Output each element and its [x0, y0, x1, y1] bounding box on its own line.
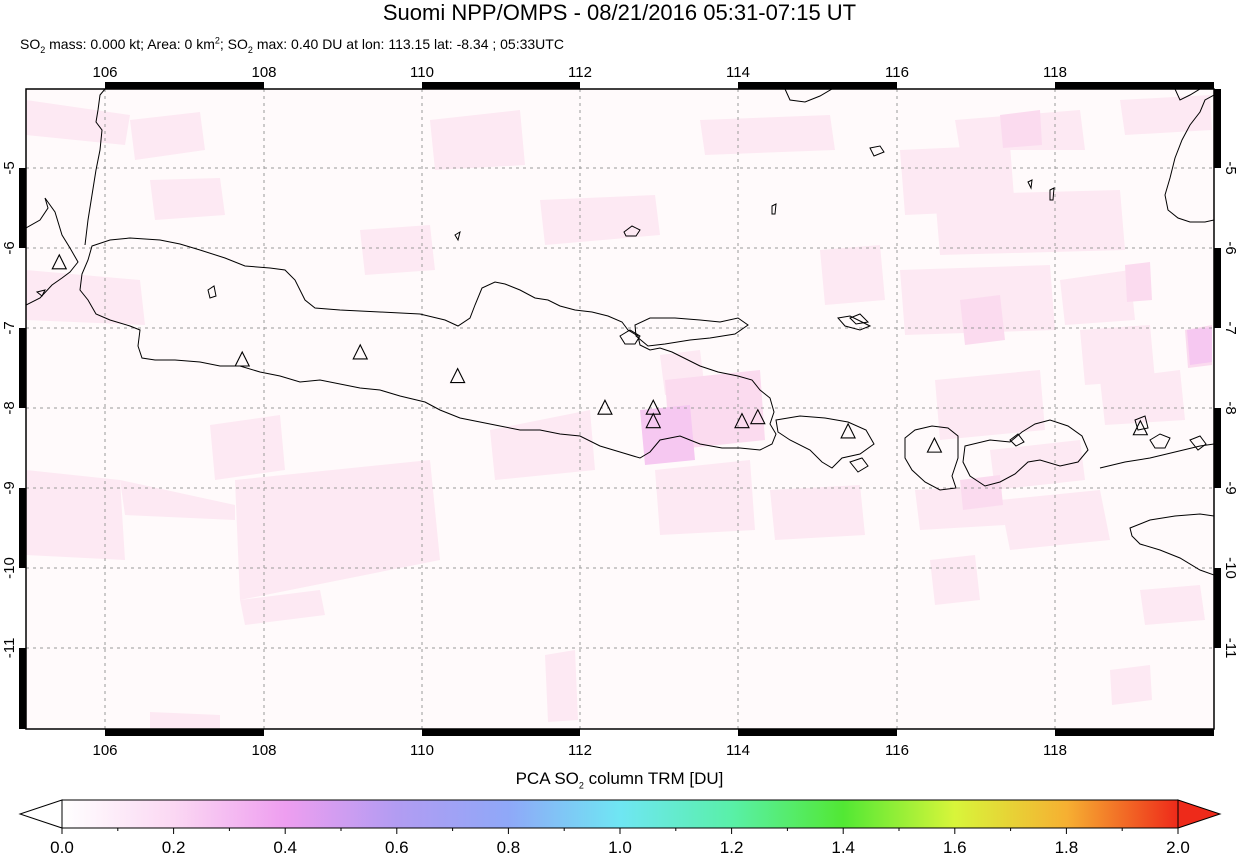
madura-coast: [634, 317, 749, 347]
lat-tick-label: -5: [1, 161, 18, 174]
graticule: [26, 89, 1214, 729]
lon-tick-label: 106: [92, 64, 117, 81]
lon-tick-label: 106: [92, 742, 117, 759]
volcano-marker: [926, 436, 943, 453]
lon-tick-label: 108: [251, 64, 276, 81]
colorbar-tick-label: 1.2: [720, 838, 744, 855]
volcano-marker: [352, 343, 369, 360]
colorbar-tick-label: 1.4: [831, 838, 855, 855]
lon-tick-label: 114: [726, 742, 750, 759]
lombok-coast: [904, 425, 959, 491]
volcano-marker: [840, 422, 856, 439]
map-title: Suomi NPP/OMPS - 08/21/2016 05:31-07:15 …: [382, 0, 857, 25]
colorbar-tick-labels: 0.0 0.2 0.4 0.6 0.8 1.0 1.2 1.4 1.6 1.8 …: [50, 838, 1190, 855]
java-coast: [79, 237, 777, 459]
lat-tick-label: -10: [1, 557, 18, 579]
colorbar-tick-label: 1.6: [943, 838, 967, 855]
lat-tick-label: -8: [1, 401, 18, 414]
lon-tick-label: 116: [885, 64, 909, 81]
mass-label: SO: [20, 36, 41, 52]
max-location-text: max: 0.40 DU at lon: 113.15 lat: -8.34 ;…: [252, 36, 564, 52]
lat-tick-label: -11: [1222, 638, 1239, 659]
sumatra-coast: [26, 197, 79, 306]
volcano-marker: [734, 412, 750, 429]
lon-labels-top: 106 108 110 112 114 116 118: [92, 64, 1066, 81]
borneo-coast: [1174, 89, 1201, 101]
colorbar-tick-label: 2.0: [1166, 838, 1190, 855]
map-subtitle: SO2 mass: 0.000 kt; Area: 0 km2; SO2 max…: [20, 35, 564, 55]
colorbar: 0.0 0.2 0.4 0.6 0.8 1.0 1.2 1.4 1.6 1.8 …: [18, 799, 1222, 855]
colorbar-tick-label: 1.8: [1055, 838, 1079, 855]
volcano-marker: [51, 253, 68, 270]
colorbar-title-prefix: PCA SO: [515, 769, 579, 788]
lon-tick-label: 110: [410, 64, 434, 81]
lon-tick-label: 118: [1043, 64, 1067, 81]
max-label: ; SO: [219, 36, 248, 52]
volcano-marker: [749, 408, 766, 425]
volcano-markers: [51, 253, 1149, 453]
colorbar-tick-label: 0.2: [162, 838, 186, 855]
mass-area-text: mass: 0.000 kt; Area: 0 km: [45, 36, 215, 52]
lon-tick-label: 118: [1043, 742, 1067, 759]
colorbar-tick-label: 0.4: [273, 838, 297, 855]
flores-coast: [1099, 443, 1214, 469]
lon-tick-label: 114: [726, 64, 750, 81]
colorbar-tick-label: 0.6: [385, 838, 409, 855]
sumbawa-coast: [962, 419, 1089, 487]
lat-labels-left: -5 -6 -7 -8 -9 -10 -11: [1, 161, 18, 658]
colorbar-gradient: [62, 800, 1178, 828]
lon-tick-label: 110: [410, 742, 434, 759]
lat-tick-label: -8: [1222, 401, 1239, 414]
lon-tick-label: 108: [251, 742, 276, 759]
colorbar-tick-label: 1.0: [608, 838, 632, 855]
lat-tick-label: -10: [1222, 557, 1239, 579]
lat-tick-label: -7: [1222, 321, 1239, 334]
lat-tick-label: -6: [1, 241, 18, 254]
sulawesi-coast: [1164, 94, 1214, 223]
colorbar-min-arrow: [18, 799, 63, 829]
volcano-marker: [234, 350, 251, 367]
volcano-marker: [597, 398, 613, 415]
lat-tick-label: -6: [1222, 241, 1239, 254]
so2-pixel-layer: [26, 95, 1212, 729]
bali-coast: [775, 415, 875, 469]
lat-tick-label: -9: [1222, 481, 1239, 494]
coastlines: [26, 89, 1214, 576]
lon-labels-bottom: 106 108 110 112 114 116 118: [92, 742, 1066, 759]
colorbar-minor-ticks: [61, 828, 1179, 834]
sumatra-east-coast: [84, 89, 106, 246]
sumba-coast: [1129, 513, 1214, 576]
lon-tick-label: 112: [568, 742, 592, 759]
kalimantan-tip: [784, 89, 833, 103]
lat-tick-label: -11: [1, 638, 18, 659]
lat-tick-label: -5: [1222, 161, 1239, 174]
lat-labels-right: -5 -6 -7 -8 -9 -10 -11: [1222, 161, 1239, 658]
colorbar-tick-label: 0.8: [497, 838, 521, 855]
colorbar-tick-label: 0.0: [50, 838, 74, 855]
area-superscript: 2: [214, 35, 220, 46]
lon-tick-label: 112: [568, 64, 592, 81]
colorbar-title-subscript: 2: [578, 780, 584, 791]
max-subscript: 2: [247, 44, 253, 55]
volcano-marker: [449, 367, 466, 384]
lon-tick-label: 116: [885, 742, 909, 759]
volcano-marker: [1132, 419, 1149, 436]
mass-subscript: 2: [40, 44, 46, 55]
colorbar-max-arrow: [1177, 799, 1222, 829]
lat-tick-label: -7: [1, 321, 18, 334]
lat-tick-label: -9: [1, 481, 18, 494]
map-border-bars: [19, 82, 1221, 736]
colorbar-title-suffix: column TRM [DU]: [583, 769, 724, 788]
volcano-marker: [645, 412, 662, 429]
colorbar-title: PCA SO2 column TRM [DU]: [0, 768, 1239, 790]
